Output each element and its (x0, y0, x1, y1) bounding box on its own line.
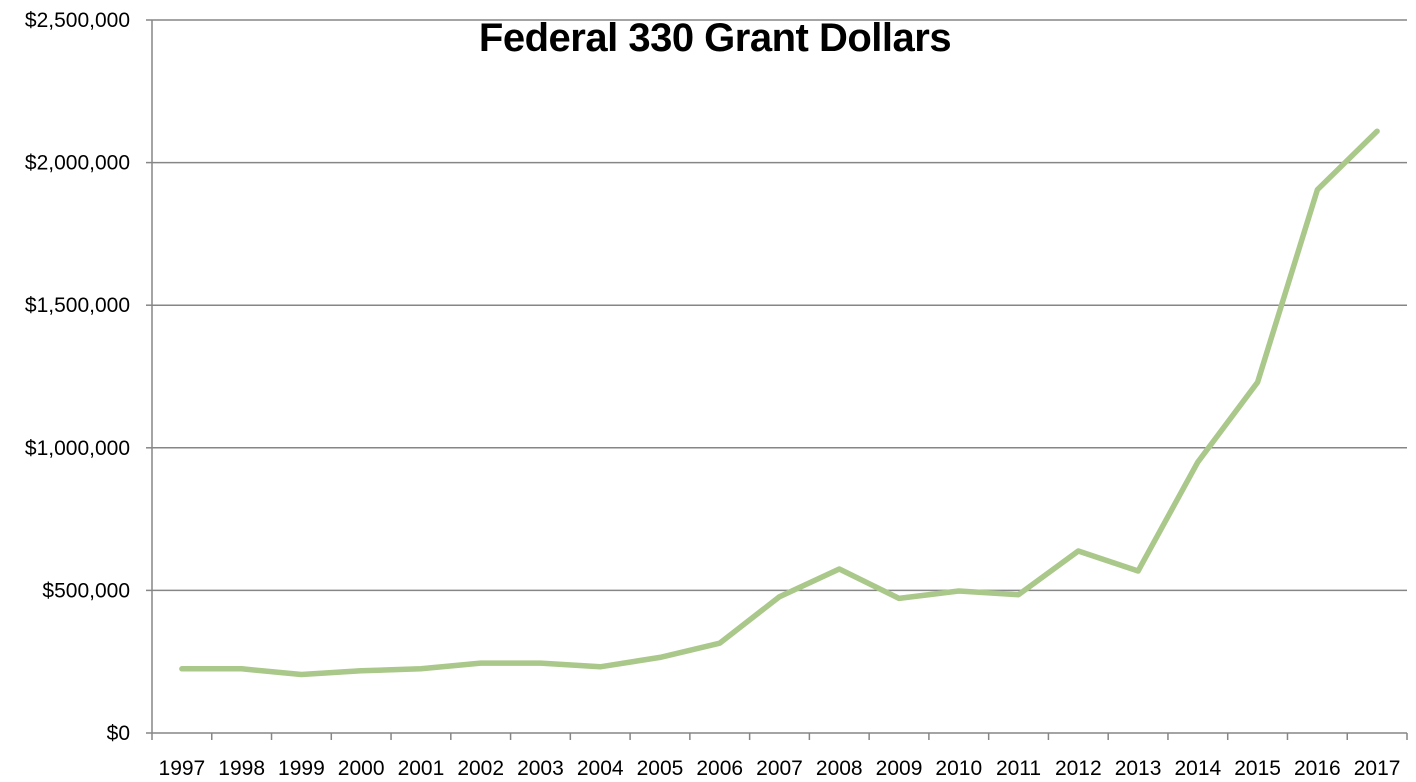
x-tick-label: 1997 (159, 757, 206, 780)
x-tick-label: 2003 (517, 757, 564, 780)
x-tick-label: 2010 (935, 757, 982, 780)
x-tick-label: 1998 (218, 757, 265, 780)
x-tick-label: 2005 (637, 757, 684, 780)
x-tick-label: 2014 (1174, 757, 1221, 780)
y-tick-label: $2,500,000 (25, 9, 130, 32)
gridlines (152, 19, 1407, 592)
x-tick-label: 2006 (696, 757, 743, 780)
x-tick-label: 2004 (577, 757, 624, 780)
x-tick-label: 2009 (876, 757, 923, 780)
x-axis-tick-labels: 1997 1998 1999 2000 2001 2002 2003 2004 2005 2006… (159, 757, 1401, 780)
x-tick-label: 2001 (398, 757, 445, 780)
y-tick-label: $0 (107, 722, 130, 745)
x-tick-label: 2016 (1294, 757, 1341, 780)
x-tick-label: 2000 (338, 757, 385, 780)
x-tick-label: 2002 (457, 757, 504, 780)
y-axis-tick-labels: $0 $500,000 $1,000,000 $1,500,000 $2,000,000… (25, 9, 130, 745)
x-tick-label: 1999 (278, 757, 325, 780)
y-tick-label: $1,000,000 (25, 437, 130, 460)
x-tick-label: 2011 (996, 757, 1041, 780)
x-tick-label: 2008 (816, 757, 863, 780)
x-tick-label: 2007 (756, 757, 803, 780)
x-tick-label: 2012 (1055, 757, 1102, 780)
y-tick-label: $2,000,000 (25, 152, 130, 175)
series-line (179, 128, 1380, 678)
y-tick-label: $1,500,000 (25, 294, 130, 317)
chart-title: Federal 330 Grant Dollars (478, 16, 952, 60)
x-tick-label: 2017 (1354, 757, 1401, 780)
axes (146, 19, 1408, 740)
x-tick-label: 2013 (1115, 757, 1162, 780)
series-layer (179, 128, 1380, 678)
x-tick-label: 2015 (1234, 757, 1281, 780)
y-tick-label: $500,000 (42, 579, 130, 602)
